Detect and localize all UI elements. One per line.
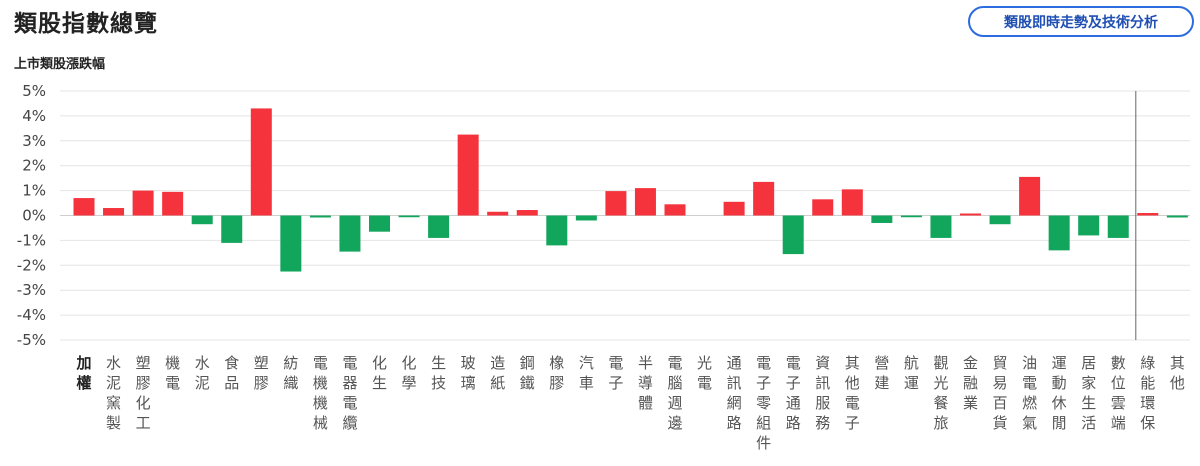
x-tick-label: 塑膠	[254, 354, 269, 392]
y-tick-label: 0%	[22, 207, 46, 225]
x-tick-label: 電子	[608, 354, 623, 392]
bar	[339, 215, 361, 252]
y-tick-label: 1%	[22, 182, 46, 200]
bar	[1048, 215, 1070, 251]
x-tick-label: 營建	[874, 354, 889, 392]
x-tick-label: 電腦週邊	[667, 354, 682, 432]
x-tick-label: 油電燃氣	[1022, 354, 1037, 432]
x-tick-label: 光電	[697, 354, 712, 392]
x-tick-label: 居家生活	[1081, 354, 1096, 432]
x-tick-label: 食品	[224, 354, 239, 392]
x-tick-label: 汽車	[579, 354, 594, 392]
x-tick-label: 金融業	[963, 354, 978, 412]
y-tick-label: 2%	[22, 157, 46, 175]
x-tick-label: 機電	[165, 354, 180, 392]
y-tick-label: -3%	[17, 281, 46, 299]
bar	[812, 199, 834, 216]
page-title: 類股指數總覽	[14, 11, 158, 37]
x-tick-label: 玻璃	[461, 354, 476, 392]
y-tick-label: -4%	[17, 306, 46, 324]
bar	[753, 181, 775, 216]
bar	[723, 201, 745, 216]
bar	[605, 191, 627, 216]
bar	[664, 204, 686, 216]
bar	[634, 188, 656, 216]
bar	[1078, 215, 1100, 236]
x-tick-label: 航運	[904, 354, 919, 392]
bar	[575, 215, 597, 221]
bar	[369, 215, 390, 232]
bar	[457, 134, 479, 216]
y-tick-label: -2%	[17, 256, 46, 274]
x-tick-label: 電機機械	[313, 354, 328, 432]
y-tick-label: 5%	[22, 82, 46, 100]
x-tick-label: 貿易百貨	[993, 354, 1008, 432]
y-tick-label: -5%	[17, 331, 46, 349]
bar	[73, 198, 95, 216]
x-tick-label: 紡織	[283, 354, 298, 392]
bar	[398, 215, 420, 218]
x-tick-label: 橡膠	[549, 354, 564, 392]
chart-subtitle: 上市類股漲跌幅	[14, 57, 106, 72]
bar	[871, 215, 893, 223]
sector-realtime-analysis-button[interactable]: 類股即時走勢及技術分析	[968, 6, 1194, 37]
x-tick-label: 電器電纜	[342, 354, 357, 432]
x-tick-label: 觀光餐旅	[933, 354, 948, 432]
bar	[191, 215, 213, 225]
x-tick-label: 數位雲端	[1111, 354, 1126, 432]
x-tick-label: 半導體	[638, 354, 653, 412]
bar	[162, 191, 184, 216]
bar	[132, 190, 154, 216]
y-tick-label: -1%	[17, 231, 46, 249]
bar	[989, 215, 1011, 225]
bar	[1019, 176, 1041, 216]
x-tick-label: 化學	[402, 354, 417, 392]
y-tick-label: 3%	[22, 132, 46, 150]
bar	[930, 215, 952, 238]
bar	[1137, 213, 1159, 216]
x-tick-label: 加權	[75, 354, 91, 392]
x-tick-label: 資訊服務	[815, 354, 830, 432]
x-tick-label: 綠能環保	[1140, 354, 1155, 432]
y-tick-label: 4%	[22, 107, 46, 125]
x-tick-label: 水泥窯製	[106, 354, 121, 432]
x-tick-label: 電子零組件	[756, 354, 771, 452]
bar	[487, 211, 509, 216]
bar	[900, 215, 922, 218]
bar	[516, 210, 538, 216]
bar	[960, 213, 981, 216]
x-tick-label: 其他電子	[845, 354, 860, 432]
bar	[546, 215, 568, 246]
bar	[309, 215, 331, 218]
bar	[1107, 215, 1129, 238]
bar	[280, 215, 302, 272]
x-tick-label: 鋼鐵	[520, 354, 535, 392]
x-tick-label: 運動休閒	[1052, 354, 1067, 432]
x-tick-label: 化生	[372, 354, 387, 392]
x-tick-label: 水泥	[195, 354, 210, 392]
x-tick-label: 生技	[431, 354, 446, 392]
bar	[428, 215, 450, 238]
x-tick-label: 造紙	[490, 354, 505, 392]
bar	[221, 215, 243, 243]
x-tick-label: 塑膠化工	[136, 354, 151, 432]
bar	[103, 208, 125, 216]
bar	[782, 215, 804, 255]
x-tick-label: 電子通路	[786, 354, 801, 432]
x-tick-label: 其他	[1170, 354, 1185, 392]
bar	[841, 189, 863, 216]
bar	[1166, 215, 1188, 218]
x-tick-label: 通訊網路	[727, 354, 742, 432]
bar	[250, 108, 272, 216]
